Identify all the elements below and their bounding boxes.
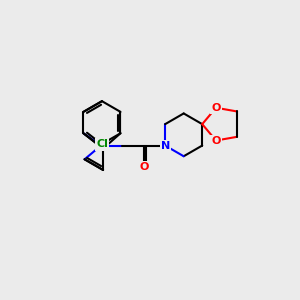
Text: N: N [96, 140, 106, 151]
Text: Cl: Cl [96, 139, 108, 149]
Text: O: O [139, 162, 148, 172]
Text: N: N [160, 140, 170, 151]
Text: O: O [211, 136, 221, 146]
Text: O: O [211, 103, 221, 113]
